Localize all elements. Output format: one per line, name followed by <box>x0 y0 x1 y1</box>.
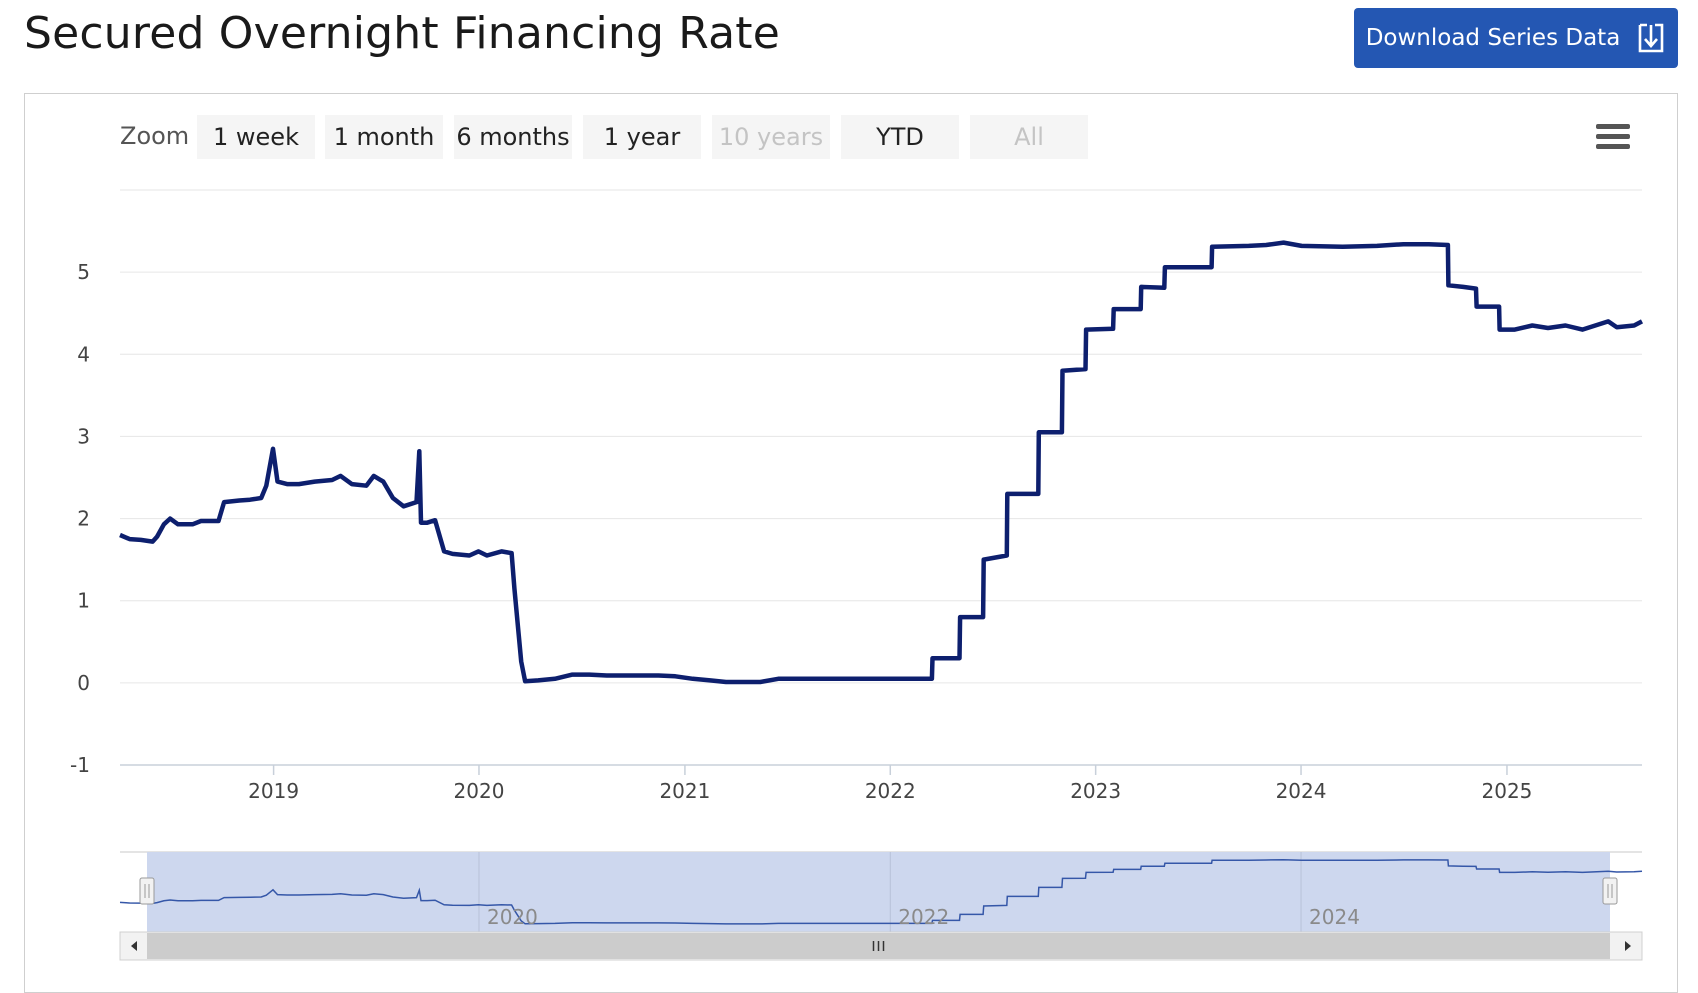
zoom-button-all[interactable]: All <box>970 115 1088 159</box>
download-series-data-button[interactable]: Download Series Data <box>1354 8 1678 68</box>
y-tick-label: 2 <box>77 507 90 531</box>
sofr-series-line <box>119 240 1644 685</box>
y-tick-label: 4 <box>77 342 90 366</box>
navigator-year-label: 2022 <box>898 905 949 929</box>
y-tick-label: 5 <box>77 260 90 284</box>
right-handle-grip-icon[interactable] <box>1602 877 1618 905</box>
x-tick-label: 2021 <box>659 779 710 803</box>
x-tick-label: 2019 <box>248 779 299 803</box>
y-tick-label: 3 <box>77 424 90 448</box>
page-title: Secured Overnight Financing Rate <box>24 8 780 59</box>
download-button-label: Download Series Data <box>1365 25 1621 51</box>
x-tick-label: 2025 <box>1482 779 1533 803</box>
hamburger-menu-icon[interactable] <box>1596 124 1630 154</box>
x-tick-label: 2022 <box>865 779 916 803</box>
x-tick-label: 2023 <box>1070 779 1121 803</box>
zoom-label: Zoom <box>120 122 190 150</box>
scroll-left-arrow-icon[interactable] <box>131 941 137 951</box>
y-tick-label: -1 <box>70 753 90 777</box>
zoom-button-10-years[interactable]: 10 years <box>712 115 830 159</box>
navigator-year-label: 2020 <box>487 905 538 929</box>
zoom-button-ytd[interactable]: YTD <box>841 115 959 159</box>
navigator-year-label: 2024 <box>1309 905 1360 929</box>
x-tick-label: 2024 <box>1276 779 1327 803</box>
zoom-button-1-year[interactable]: 1 year <box>583 115 701 159</box>
left-handle-grip-icon[interactable] <box>139 877 155 905</box>
navigator-series-line <box>119 858 1643 925</box>
zoom-button-1-week[interactable]: 1 week <box>197 115 315 159</box>
download-icon <box>1638 23 1664 53</box>
navigator-selection-mask <box>147 852 1610 932</box>
y-tick-label: 0 <box>77 671 90 695</box>
zoom-button-6-months[interactable]: 6 months <box>454 115 572 159</box>
x-tick-label: 2020 <box>454 779 505 803</box>
y-tick-label: 1 <box>77 589 90 613</box>
scroll-right-arrow-icon[interactable] <box>1625 941 1631 951</box>
zoom-button-1-month[interactable]: 1 month <box>325 115 443 159</box>
